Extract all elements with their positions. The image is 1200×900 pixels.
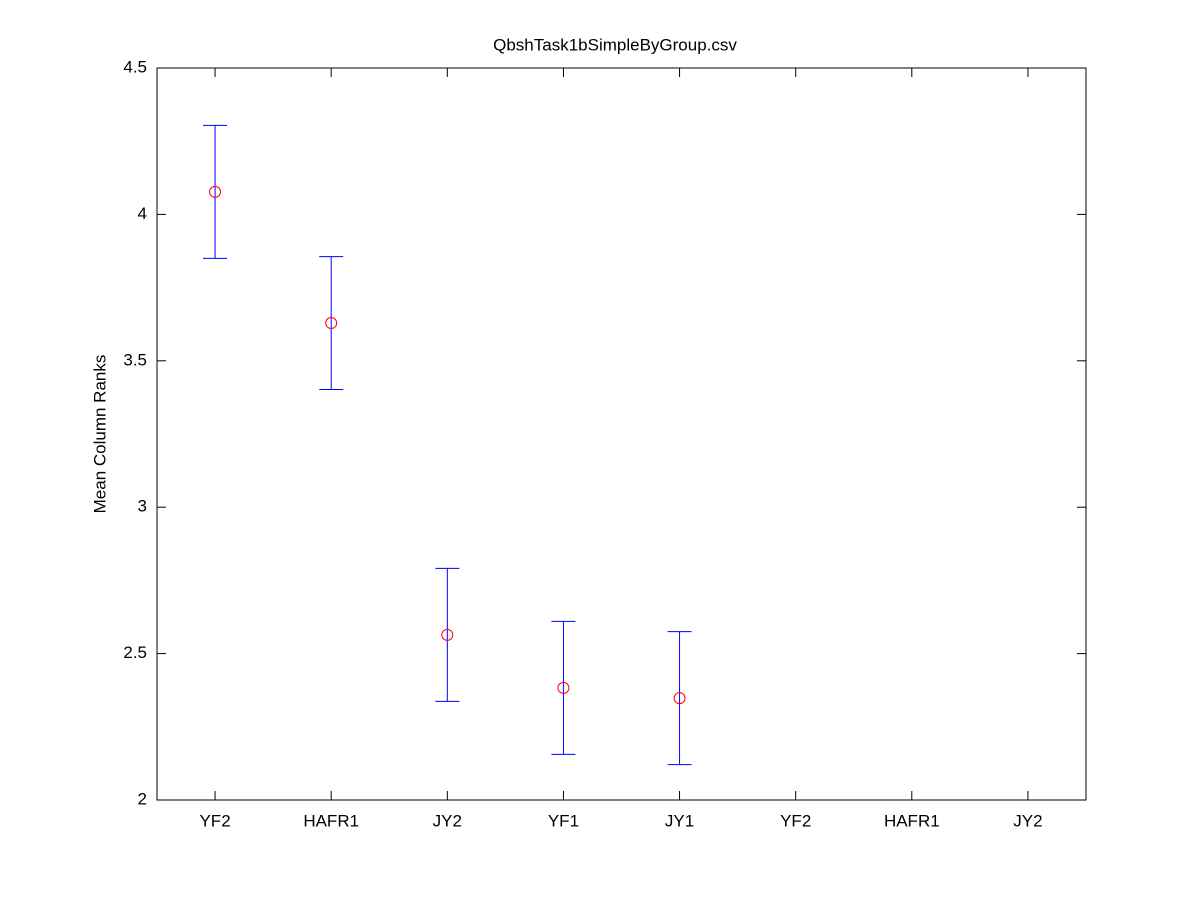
y-tick-label: 4 bbox=[138, 204, 147, 223]
chart-title: QbshTask1bSimpleByGroup.csv bbox=[493, 35, 737, 54]
y-tick-label: 2.5 bbox=[123, 643, 147, 662]
mean-marker bbox=[557, 681, 570, 694]
x-tick-label: HAFR1 bbox=[303, 811, 359, 830]
mean-marker bbox=[673, 692, 686, 705]
y-axis-label: Mean Column Ranks bbox=[90, 355, 109, 514]
mean-marker bbox=[325, 317, 338, 330]
y-tick-label: 4.5 bbox=[123, 57, 147, 76]
x-tick-label: JY2 bbox=[1013, 811, 1042, 830]
mean-marker bbox=[441, 628, 454, 641]
y-tick-label: 3 bbox=[138, 497, 147, 516]
x-tick-label: JY1 bbox=[665, 811, 694, 830]
x-tick-label: JY2 bbox=[433, 811, 462, 830]
x-tick-label: YF1 bbox=[548, 811, 579, 830]
x-tick-label: YF2 bbox=[780, 811, 811, 830]
plot-frame bbox=[156, 67, 1087, 801]
x-tick-label: YF2 bbox=[199, 811, 230, 830]
y-tick-label: 2 bbox=[138, 789, 147, 808]
x-tick-label: HAFR1 bbox=[884, 811, 940, 830]
mean-marker bbox=[209, 185, 222, 198]
y-tick-label: 3.5 bbox=[123, 350, 147, 369]
